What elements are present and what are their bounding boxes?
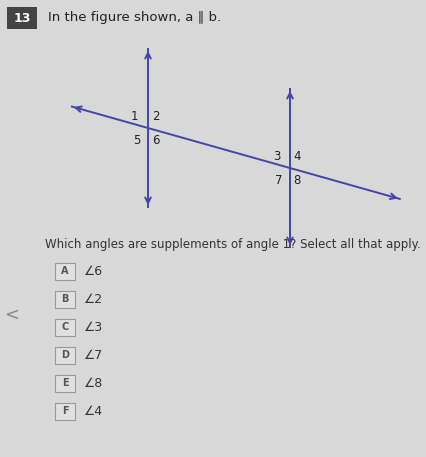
FancyBboxPatch shape bbox=[55, 403, 75, 420]
Text: ∠6: ∠6 bbox=[84, 265, 103, 278]
Text: 5: 5 bbox=[133, 134, 141, 148]
Text: D: D bbox=[61, 351, 69, 361]
Text: 2: 2 bbox=[152, 111, 160, 123]
Text: ∠4: ∠4 bbox=[84, 405, 103, 418]
Text: <: < bbox=[5, 306, 20, 324]
FancyBboxPatch shape bbox=[55, 319, 75, 336]
Text: ∠2: ∠2 bbox=[84, 293, 103, 306]
Text: 6: 6 bbox=[152, 134, 160, 148]
Text: 7: 7 bbox=[275, 175, 283, 187]
Text: E: E bbox=[62, 378, 68, 388]
Text: C: C bbox=[61, 323, 69, 333]
FancyBboxPatch shape bbox=[55, 291, 75, 308]
FancyBboxPatch shape bbox=[7, 7, 37, 29]
FancyBboxPatch shape bbox=[55, 375, 75, 392]
Text: Which angles are supplements of angle 1? Select all that apply.: Which angles are supplements of angle 1?… bbox=[45, 238, 421, 251]
Text: ∠7: ∠7 bbox=[84, 349, 103, 362]
Text: 13: 13 bbox=[13, 11, 31, 25]
FancyBboxPatch shape bbox=[55, 347, 75, 364]
Text: In the figure shown, a ∥ b.: In the figure shown, a ∥ b. bbox=[48, 11, 221, 25]
Text: A: A bbox=[61, 266, 69, 276]
Text: 3: 3 bbox=[273, 150, 281, 164]
Text: B: B bbox=[61, 294, 69, 304]
Text: F: F bbox=[62, 406, 68, 416]
Text: ∠8: ∠8 bbox=[84, 377, 103, 390]
Text: 1: 1 bbox=[130, 111, 138, 123]
Text: 8: 8 bbox=[294, 175, 301, 187]
Text: ∠3: ∠3 bbox=[84, 321, 103, 334]
Text: 4: 4 bbox=[293, 150, 301, 164]
FancyBboxPatch shape bbox=[55, 263, 75, 280]
